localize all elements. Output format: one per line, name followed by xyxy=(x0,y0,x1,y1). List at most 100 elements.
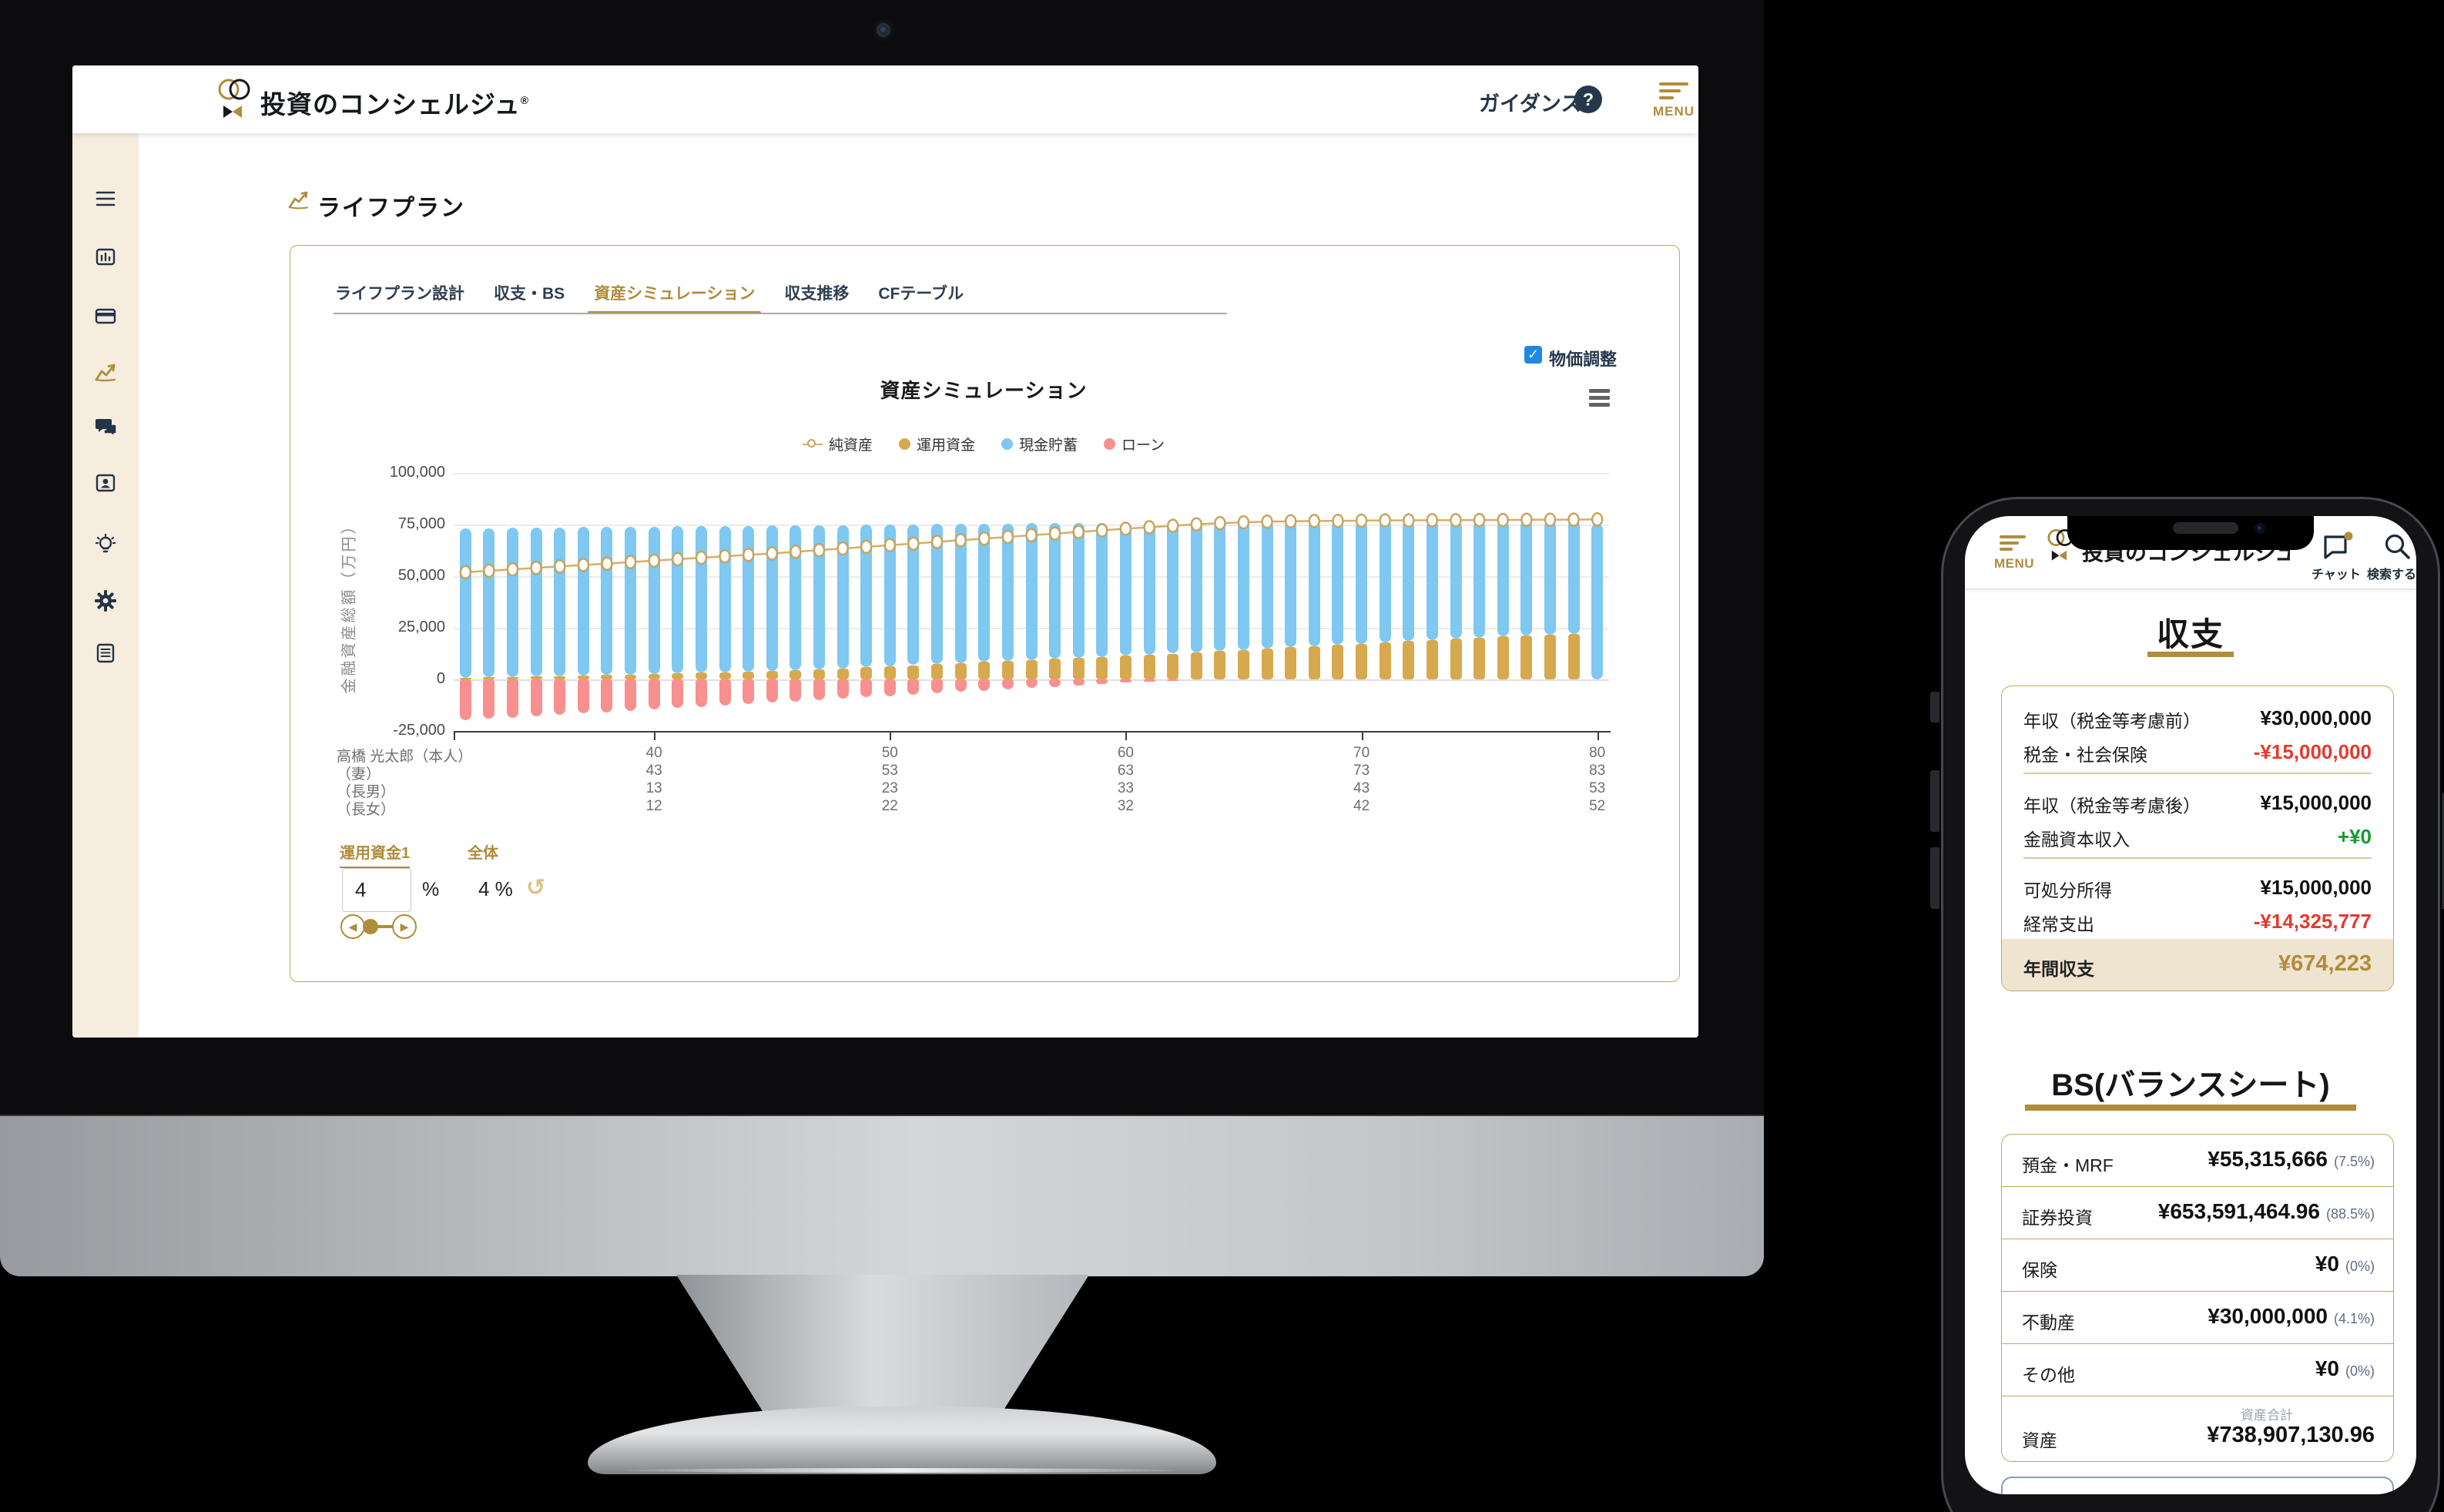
chart-bar xyxy=(766,670,778,679)
sidebar-report-icon[interactable] xyxy=(94,642,117,665)
income-row-value: +¥0 xyxy=(2337,825,2372,848)
sidebar-chat-icon[interactable] xyxy=(94,415,117,438)
tab-2[interactable]: 資産シミュレーション xyxy=(588,278,762,314)
page-title: ライフプラン xyxy=(317,196,465,221)
sidebar-card-icon[interactable] xyxy=(94,304,117,327)
sidebar-lifeplan-icon[interactable] xyxy=(94,360,117,384)
age-value: 42 xyxy=(1353,798,1370,814)
chart-bar xyxy=(1167,521,1179,654)
chart-bar xyxy=(931,679,944,694)
chart-bar xyxy=(1190,652,1202,679)
chart-bar xyxy=(1426,521,1438,640)
chart-bar xyxy=(530,679,542,716)
chart-title: 資産シミュレーション xyxy=(880,379,1088,402)
chart-bar xyxy=(954,679,967,692)
chart-bar xyxy=(907,524,920,665)
chart-bar xyxy=(1072,658,1085,679)
chart-bar xyxy=(1072,522,1085,659)
chart-bar xyxy=(743,525,755,672)
fund-rate-input[interactable]: 4 xyxy=(342,868,411,912)
menu-label[interactable]: MENU xyxy=(1653,104,1695,119)
income-row: 年収（税金等考慮前） ¥30,000,000 xyxy=(2023,706,2372,733)
bs-total-label: 資産 xyxy=(2022,1430,2057,1450)
phone-chat-icon[interactable] xyxy=(2321,531,2353,561)
legend-item-3[interactable]: ローン xyxy=(1103,434,1165,454)
tab-0[interactable]: ライフプラン設計 xyxy=(335,285,464,303)
income-row-label: 年収（税金等考慮前） xyxy=(2023,711,2201,731)
bs-row-value: ¥0 (0%) xyxy=(2315,1252,2375,1276)
y-tick-label: 0 xyxy=(436,670,445,687)
phone-mute-switch xyxy=(1930,692,1940,722)
help-icon[interactable]: ? xyxy=(1574,85,1602,113)
legend-label: 純資産 xyxy=(828,438,873,454)
chart-bar xyxy=(766,525,778,671)
sidebar-dashboard-icon[interactable] xyxy=(94,246,117,269)
chart-bar xyxy=(790,679,802,702)
chart-bar xyxy=(625,679,637,711)
phone-search-icon[interactable] xyxy=(2382,531,2412,561)
phone-menu-icon[interactable] xyxy=(2000,535,2027,551)
chart-bar xyxy=(1567,520,1580,635)
slider-handle[interactable] xyxy=(363,919,378,934)
sidebar-idea-icon[interactable] xyxy=(94,533,117,556)
legend-item-2[interactable]: 現金貯蓄 xyxy=(1001,434,1078,454)
monitor-chin xyxy=(0,1115,1764,1276)
sidebar-settings-icon[interactable] xyxy=(94,589,117,612)
chart-bar xyxy=(1143,679,1155,682)
phone-header-divider xyxy=(1965,588,2416,590)
bs-card: 資産 資産合計 ¥738,907,130.96 預金・MRF ¥55,315,66… xyxy=(2001,1134,2394,1462)
phone-search-label[interactable]: 検索する xyxy=(2367,568,2416,582)
age-value: 23 xyxy=(881,780,898,796)
chart-bar xyxy=(1379,642,1391,679)
chart-bar xyxy=(719,672,731,679)
slider-increase-button[interactable]: ▶ xyxy=(392,914,417,939)
chart-bar xyxy=(1285,521,1297,648)
income-row-label: 可処分所得 xyxy=(2023,880,2112,900)
chart-plot-area xyxy=(454,473,1609,733)
x-axis-tick xyxy=(1125,733,1128,740)
sidebar-profile-icon[interactable] xyxy=(94,471,117,495)
chart-bar xyxy=(790,525,802,670)
chart-bar xyxy=(1403,521,1415,642)
x-axis-tick xyxy=(454,733,455,740)
price-adjust-label[interactable]: 物価調整 xyxy=(1549,350,1618,369)
chart-bar xyxy=(1285,647,1297,679)
undo-icon[interactable]: ↺ xyxy=(526,875,546,900)
legend-item-1[interactable]: 運用資金 xyxy=(898,434,975,454)
phone-menu-label[interactable]: MENU xyxy=(1994,556,2035,571)
sidebar-menu-icon[interactable] xyxy=(94,187,117,210)
menu-icon[interactable] xyxy=(1659,82,1690,99)
chart-menu-icon[interactable] xyxy=(1589,389,1611,409)
chart-bar xyxy=(1238,649,1249,679)
age-value: 22 xyxy=(881,798,898,814)
tab-underline xyxy=(334,313,1227,314)
price-adjust-checkbox[interactable]: ✓ xyxy=(1524,346,1542,364)
phone-chat-label[interactable]: チャット xyxy=(2312,568,2361,582)
age-value: 52 xyxy=(1589,798,1606,814)
bs-row: その他 ¥0 (0%) xyxy=(2002,1344,2393,1396)
app-header: 投資のコンシェルジュ® ガイダンス ? MENU xyxy=(72,65,1698,133)
bs-row: 証券投資 ¥653,591,464.96 (88.5%) xyxy=(2002,1187,2393,1239)
chart-bar xyxy=(507,676,519,679)
chart-bar xyxy=(1520,520,1533,636)
chart-bar xyxy=(1214,651,1226,679)
fund-rate-tab[interactable]: 運用資金1 xyxy=(340,840,411,868)
tab-1[interactable]: 収支・BS xyxy=(494,285,565,303)
overall-rate-tab[interactable]: 全体 xyxy=(468,845,498,862)
chart-bar xyxy=(1332,521,1344,645)
chart-bar xyxy=(459,528,471,678)
legend-item-0[interactable]: 純資産 xyxy=(802,434,873,454)
age-value: 80 xyxy=(1589,745,1606,761)
guidance-link[interactable]: ガイダンス xyxy=(1479,92,1582,116)
tab-4[interactable]: CFテーブル xyxy=(878,285,964,303)
chart-bar xyxy=(577,679,589,714)
chart-bar xyxy=(1356,643,1368,679)
slider-decrease-button[interactable]: ◀ xyxy=(340,914,365,939)
phone-speaker xyxy=(2173,522,2238,534)
legend-line-marker xyxy=(802,438,823,450)
slider-track[interactable] xyxy=(355,925,406,928)
tab-3[interactable]: 収支推移 xyxy=(784,285,850,303)
chart-bar xyxy=(1450,521,1462,639)
age-value: 53 xyxy=(881,763,898,779)
chart-bar xyxy=(1001,523,1014,662)
